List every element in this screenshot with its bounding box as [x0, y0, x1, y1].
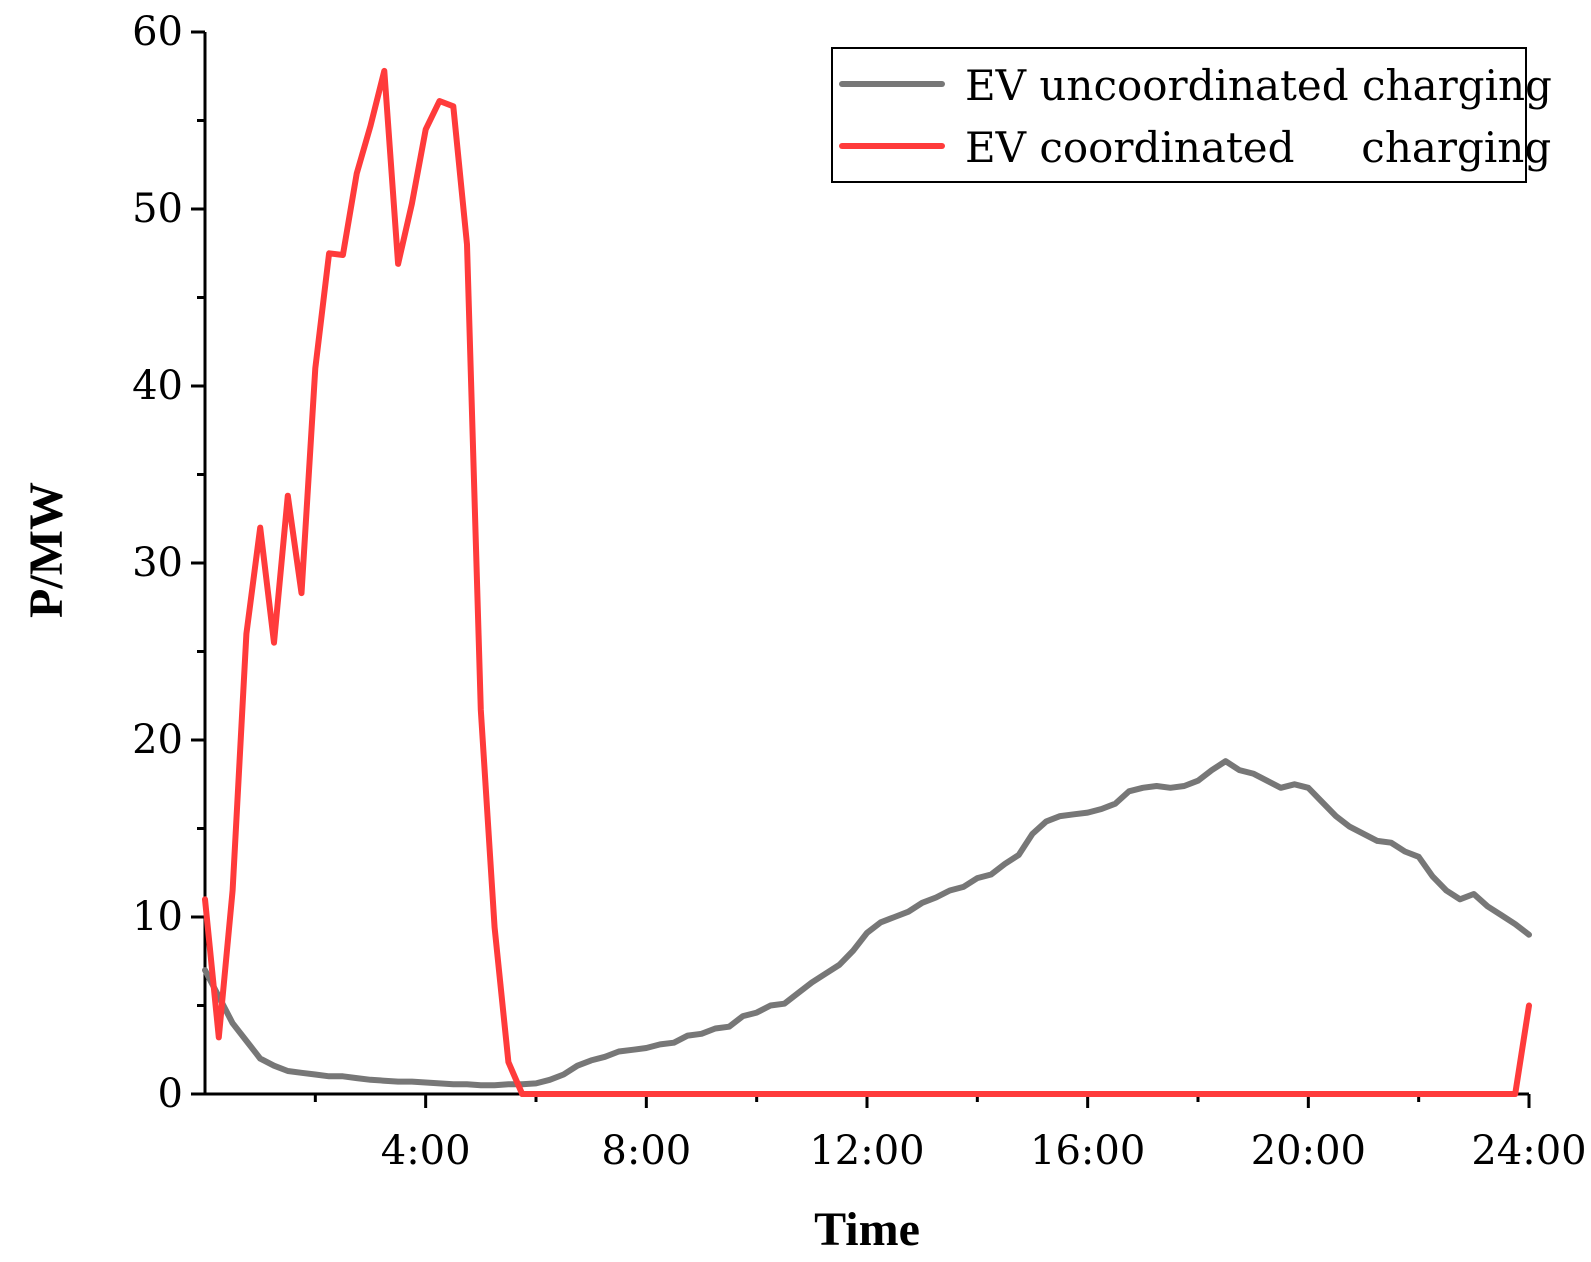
x-tick-label: 4:00 [381, 1128, 471, 1174]
series-lines [202, 67, 1532, 1097]
y-tick-label: 50 [132, 186, 183, 232]
series-line-uncoordinated [202, 758, 1532, 1089]
legend-label-uncoordinated: EV uncoordinated charging [965, 61, 1552, 110]
x-axis-title: Time [814, 1203, 920, 1256]
x-tick-label: 24:00 [1471, 1128, 1586, 1174]
y-tick-label: 40 [132, 363, 183, 409]
series-line-coordinated [202, 67, 1532, 1097]
legend-label-coordinated: EV coordinated charging [965, 123, 1551, 172]
y-tick-label: 0 [158, 1071, 183, 1117]
x-tick-label: 12:00 [809, 1128, 924, 1174]
legend: EV uncoordinated charging EV coordinated… [831, 47, 1552, 183]
y-axis-title: P/MW [20, 482, 73, 618]
x-tick-label: 20:00 [1251, 1128, 1366, 1174]
y-axis-ticks: 0 10 20 30 40 50 60 [132, 9, 205, 1117]
x-tick-label: 16:00 [1030, 1128, 1145, 1174]
y-tick-label: 10 [132, 894, 183, 940]
x-tick-label: 8:00 [601, 1128, 691, 1174]
x-axis-ticks: 4:00 8:00 12:00 16:00 20:00 24:00 [313, 1094, 1587, 1174]
y-tick-label: 20 [132, 717, 183, 763]
y-tick-label: 30 [132, 540, 183, 586]
legend-box [831, 47, 1527, 183]
y-tick-label: 60 [132, 9, 183, 55]
